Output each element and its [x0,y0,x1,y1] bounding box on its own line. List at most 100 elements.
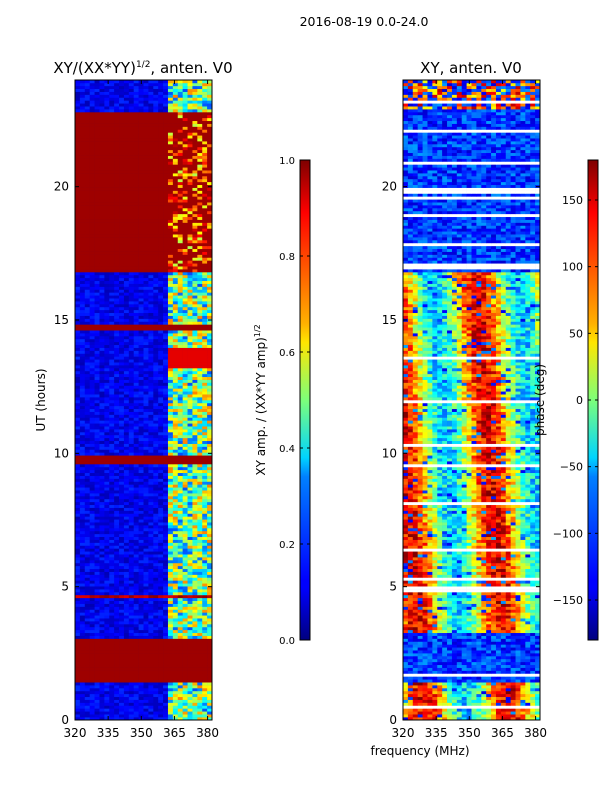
amp-heatmap-cell [128,402,135,407]
amp-heatmap-cell [138,650,144,654]
amp-heatmap-cell [172,487,179,491]
amp-heatmap-cell [84,260,90,264]
amp-heatmap-cell [182,321,188,325]
amp-heatmap-cell [114,656,120,660]
amp-heatmap-cell [84,400,90,404]
amp-heatmap-cell [182,644,188,648]
amp-heatmap-cell [148,277,154,282]
amp-heatmap-cell [182,251,188,255]
amp-heatmap-cell [84,382,90,386]
amp-heatmap-cell [187,405,193,410]
amp-heatmap-cell [167,210,174,215]
amp-heatmap-cell [207,402,212,407]
amp-heatmap-cell [197,432,203,436]
amp-heatmap-cell [148,222,154,226]
amp-heatmap-cell [138,676,144,680]
amp-heatmap-cell [104,562,110,567]
amp-heatmap-cell [94,309,100,314]
amp-heatmap-cell [163,324,169,328]
amp-heatmap-cell [99,298,105,302]
amp-heatmap-cell [128,449,135,453]
amp-heatmap-cell [202,295,208,299]
amp-heatmap-cell [114,283,120,287]
amp-heatmap-cell [148,525,154,529]
amp-heatmap-cell [163,650,169,654]
amp-heatmap-cell [177,507,183,511]
amp-heatmap-cell [197,353,203,357]
amp-heatmap-cell [202,717,208,720]
amp-heatmap-cell [104,272,110,276]
amp-heatmap-cell [99,458,105,462]
amp-heatmap-cell [143,400,149,404]
amp-heatmap-cell [133,312,139,316]
amp-heatmap-cell [197,213,203,218]
amp-heatmap-cell [94,388,100,392]
amp-heatmap-cell [153,510,159,514]
amp-heatmap-cell [119,525,125,529]
amp-heatmap-cell [172,475,179,479]
amp-heatmap-cell [167,312,174,316]
amp-heatmap-cell [133,327,139,331]
amp-heatmap-cell [75,242,81,247]
amp-heatmap-cell [148,432,154,436]
amp-heatmap-cell [89,603,95,607]
amp-heatmap-cell [153,612,159,616]
amp-heatmap-cell [99,353,105,357]
amp-heatmap-cell [114,449,120,453]
amp-heatmap-cell [182,225,188,229]
amp-heatmap-cell [99,242,105,247]
amp-heatmap-cell [143,545,149,549]
amp-heatmap-cell [133,414,139,418]
amp-heatmap-cell [182,254,188,258]
amp-heatmap-cell [138,344,144,348]
amp-heatmap-cell [119,347,125,351]
amp-heatmap-cell [138,679,144,683]
amp-heatmap-cell [172,248,179,252]
amp-heatmap-cell [163,618,169,622]
amp-heatmap-cell [79,231,86,235]
amp-heatmap-cell [119,254,125,258]
amp-heatmap-cell [138,289,144,293]
amp-heatmap-cell [197,592,203,596]
amp-heatmap-cell [187,429,193,433]
amp-heatmap-cell [192,222,198,226]
amp-heatmap-cell [207,292,212,296]
amp-heatmap-cell [128,469,135,474]
amp-heatmap-cell [89,295,95,299]
amp-heatmap-cell [192,248,198,252]
amp-heatmap-cell [119,408,125,412]
amp-heatmap-cell [177,533,183,538]
amp-heatmap-cell [187,673,193,677]
amp-heatmap-cell [89,466,95,471]
amp-heatmap-cell [163,272,169,276]
amp-heatmap-cell [187,434,193,439]
amp-heatmap-cell [172,717,179,720]
amp-heatmap-cell [172,609,179,613]
amp-heatmap-cell [158,283,164,287]
amp-heatmap-cell [138,362,144,366]
amp-heatmap-cell [84,615,90,619]
amp-heatmap-cell [177,525,183,529]
amp-heatmap-cell [197,594,203,599]
amp-heatmap-cell [143,618,149,622]
amp-heatmap-cell [167,347,174,351]
amp-heatmap-cell [207,557,212,561]
amp-heatmap-cell [207,545,212,549]
amp-heatmap-cell [177,417,183,421]
amp-heatmap-cell [89,696,95,700]
amp-heatmap-cell [163,574,169,578]
amp-heatmap-cell [94,664,100,668]
amp-heatmap-cell [158,690,164,695]
amp-heatmap-cell [104,583,110,587]
amp-heatmap-cell [148,234,154,238]
amp-heatmap-cell [167,315,174,319]
amp-heatmap-cell [89,562,95,567]
amp-heatmap-cell [123,586,130,590]
amp-heatmap-cell [167,705,174,709]
amp-heatmap-cell [177,583,183,587]
amp-heatmap-cell [158,624,164,628]
amp-heatmap-cell [148,324,154,328]
amp-heatmap-cell [123,237,130,241]
amp-heatmap-cell [163,350,169,354]
amp-heatmap-cell [172,498,179,503]
